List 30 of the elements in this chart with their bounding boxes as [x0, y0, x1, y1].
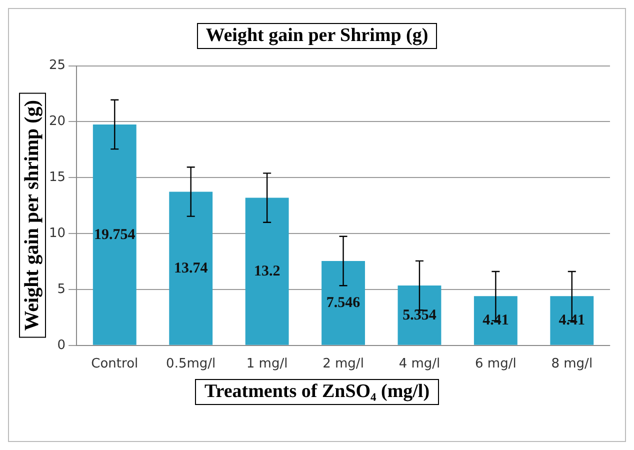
bar — [321, 261, 364, 345]
data-label: 7.546 — [326, 295, 360, 312]
x-tick-label: 0.5mg/l — [166, 356, 216, 372]
x-tick-label: 2 mg/l — [322, 356, 364, 372]
x-tick-label: 8 mg/l — [550, 356, 592, 372]
data-label: 4.41 — [482, 312, 508, 329]
y-axis-title: Weight gain per shrimp (g) — [18, 92, 46, 338]
data-label: 19.754 — [94, 226, 136, 243]
y-tick-label: 10 — [48, 226, 66, 241]
x-tick-label: Control — [90, 356, 138, 372]
bar — [550, 296, 594, 345]
bar — [168, 192, 212, 345]
bar — [92, 124, 136, 345]
data-label: 5.354 — [402, 307, 436, 324]
x-tick-label: 6 mg/l — [474, 356, 516, 372]
bar — [473, 296, 517, 345]
data-label: 13.2 — [253, 263, 280, 280]
y-tick-label: 25 — [48, 58, 66, 74]
y-tick-label: 5 — [56, 282, 66, 297]
bar — [244, 198, 288, 345]
y-tick-label: 0 — [56, 338, 66, 353]
y-tick-label: 15 — [48, 170, 66, 186]
chart-title: Weight gain per Shrimp (g) — [196, 23, 438, 49]
data-label: 4.41 — [558, 312, 585, 329]
x-axis-title: Treatments of ZnSO₄ (mg/l) — [195, 379, 439, 405]
bar — [397, 286, 441, 345]
data-label: 13.74 — [173, 260, 208, 276]
x-tick-label: 4 mg/l — [398, 356, 440, 372]
x-tick-label: 1 mg/l — [246, 356, 288, 372]
y-tick-label: 20 — [48, 114, 66, 130]
